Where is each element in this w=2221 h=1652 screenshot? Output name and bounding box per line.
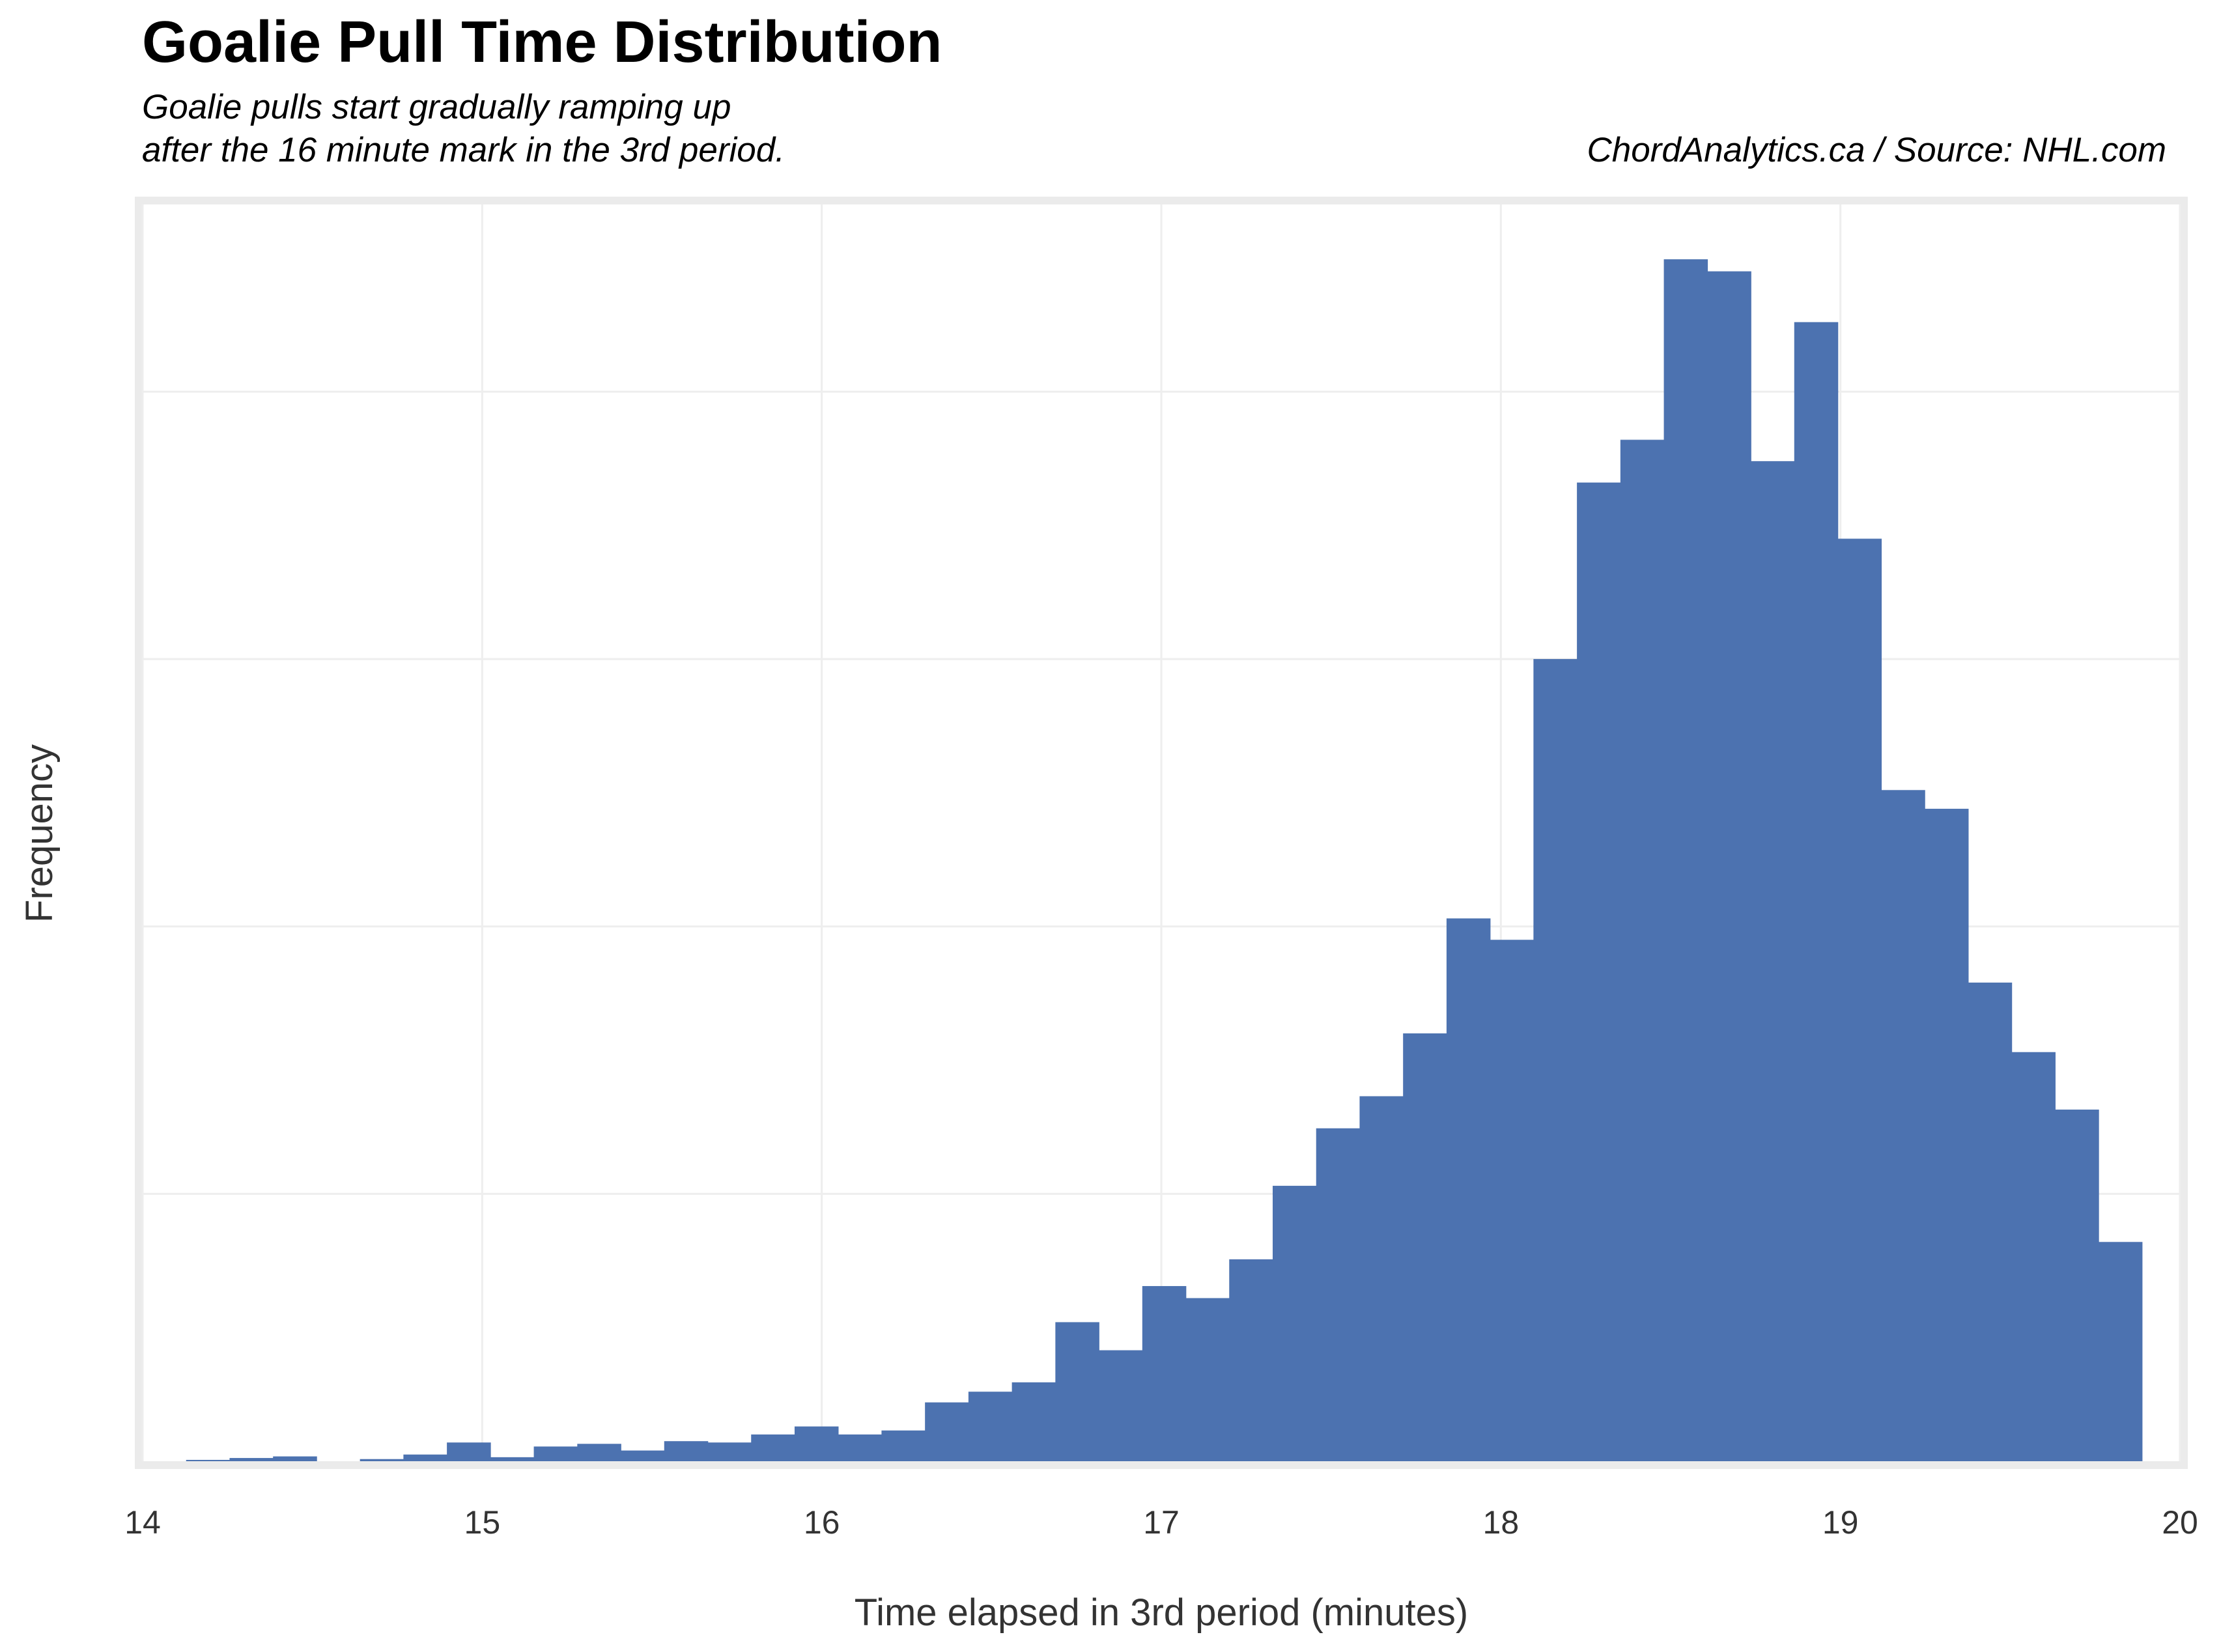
histogram-bars: [186, 259, 2143, 1462]
histogram-bar: [1533, 659, 1577, 1461]
x-tick-label: 19: [1822, 1504, 1859, 1541]
x-tick-label: 18: [1483, 1504, 1520, 1541]
histogram-bar: [1185, 1298, 1230, 1461]
histogram-bar: [533, 1446, 578, 1461]
histogram-bar: [447, 1442, 491, 1461]
histogram-bar: [1011, 1382, 1056, 1461]
histogram-bar: [925, 1402, 969, 1461]
histogram-bar: [1794, 322, 1839, 1461]
histogram-bar: [1837, 539, 1882, 1461]
histogram-bar: [1272, 1186, 1317, 1461]
x-axis-label: Time elapsed in 3rd period (minutes): [855, 1591, 1468, 1634]
x-tick-label: 14: [124, 1504, 161, 1541]
histogram-bar: [968, 1392, 1013, 1461]
histogram-bar: [1663, 259, 1708, 1461]
histogram-bar: [1751, 461, 1795, 1461]
chart-title: Goalie Pull Time Distribution: [142, 10, 942, 75]
histogram-bar: [881, 1430, 926, 1461]
histogram-bar: [2055, 1110, 2099, 1461]
histogram-bar: [1707, 271, 1751, 1462]
histogram-bar: [273, 1456, 317, 1461]
histogram-bar: [1099, 1350, 1143, 1461]
histogram-bar: [2011, 1052, 2056, 1461]
histogram-bar: [490, 1457, 535, 1461]
chart-subtitle: Goalie pulls start gradually ramping up …: [142, 86, 785, 172]
histogram-bar: [1446, 918, 1491, 1461]
histogram-bar: [1490, 940, 1535, 1461]
histogram-bar: [229, 1458, 274, 1461]
histogram-bar: [794, 1426, 839, 1461]
histogram-bar: [1968, 982, 2013, 1461]
y-axis-label: Frequency: [18, 744, 61, 923]
histogram-bar: [577, 1444, 621, 1461]
histogram-bar: [1229, 1259, 1273, 1461]
subtitle-line-2: after the 16 minute mark in the 3rd peri…: [142, 131, 785, 169]
histogram-bar: [751, 1434, 795, 1461]
histogram-bar: [1881, 790, 1925, 1461]
histogram-bar: [1055, 1322, 1099, 1461]
histogram-bar: [1316, 1128, 1361, 1461]
x-tick-label: 20: [2162, 1504, 2198, 1541]
x-tick-label: 15: [464, 1504, 501, 1541]
histogram-bar: [1924, 809, 1969, 1461]
histogram-bar: [1142, 1286, 1187, 1461]
histogram-bar: [1620, 440, 1665, 1461]
histogram-bar: [621, 1450, 665, 1461]
histogram-bar: [664, 1441, 709, 1461]
histogram-bar: [707, 1442, 752, 1461]
histogram-bar: [403, 1454, 447, 1461]
x-axis-ticks: 14 15 16 17 18 19 20: [124, 1504, 2198, 1541]
histogram-bar: [186, 1459, 231, 1461]
histogram-bar: [838, 1434, 883, 1461]
source-credit: ChordAnalytics.ca / Source: NHL.com: [1587, 131, 2166, 169]
histogram-bar: [360, 1459, 404, 1461]
histogram-bar: [1359, 1096, 1404, 1461]
subtitle-line-1: Goalie pulls start gradually ramping up: [142, 88, 731, 126]
histogram-bar: [2098, 1242, 2143, 1461]
histogram-bar: [1577, 483, 1621, 1461]
x-tick-label: 17: [1143, 1504, 1180, 1541]
x-tick-label: 16: [804, 1504, 840, 1541]
histogram-bar: [1403, 1033, 1447, 1461]
